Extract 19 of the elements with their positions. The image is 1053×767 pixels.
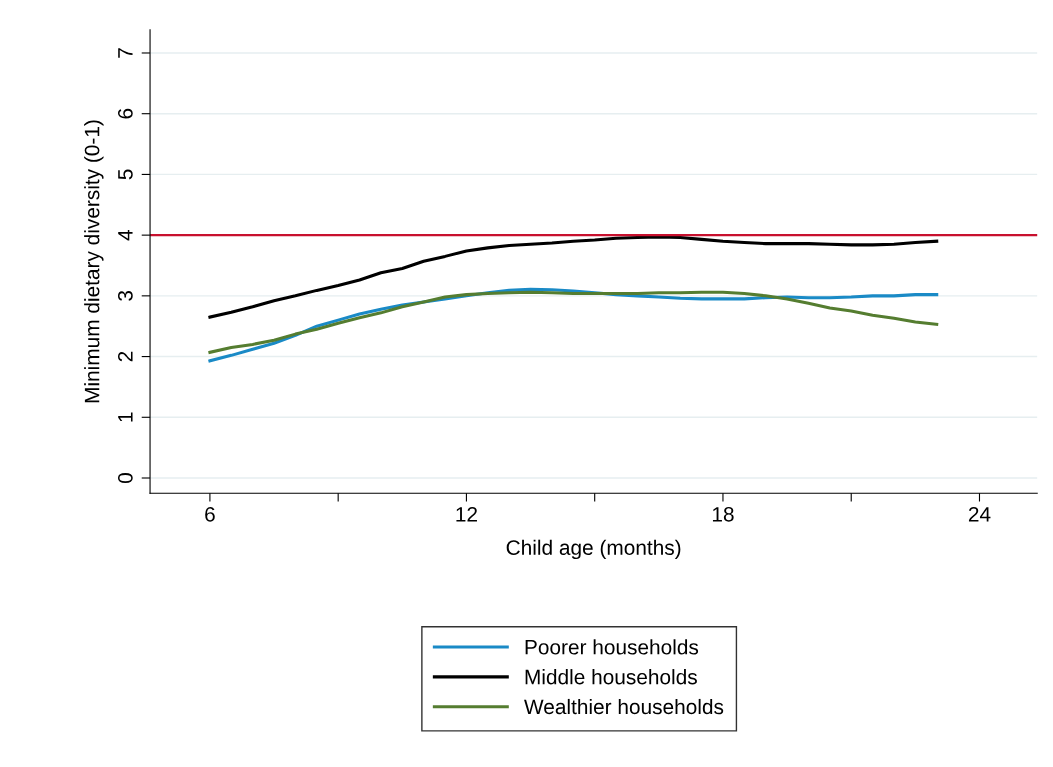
y-tick-label: 4: [118, 229, 133, 241]
y-axis-title: Minimum dietary diversity (0-1): [84, 120, 104, 403]
x-tick-label: 24: [968, 506, 991, 522]
legend-label: Wealthier households: [524, 698, 724, 715]
y-tick-label: 3: [117, 290, 133, 301]
x-axis-title: Child age (months): [506, 539, 681, 560]
legend-label: Poorer households: [525, 639, 699, 655]
y-tick-label: 0: [117, 473, 133, 483]
x-tick-label: 6: [205, 506, 215, 522]
line-series: [208, 290, 939, 354]
y-tick-label: 2: [117, 351, 133, 362]
y-tick-label: 5: [118, 169, 133, 180]
x-tick-label: 12: [456, 506, 477, 522]
legend-label: Middle households: [525, 669, 697, 685]
y-tick-label: 6: [117, 108, 133, 119]
line-series: [208, 235, 939, 319]
y-tick-label: 1: [118, 412, 133, 422]
x-tick-label: 18: [712, 506, 734, 522]
y-tick-label: 7: [118, 48, 133, 58]
